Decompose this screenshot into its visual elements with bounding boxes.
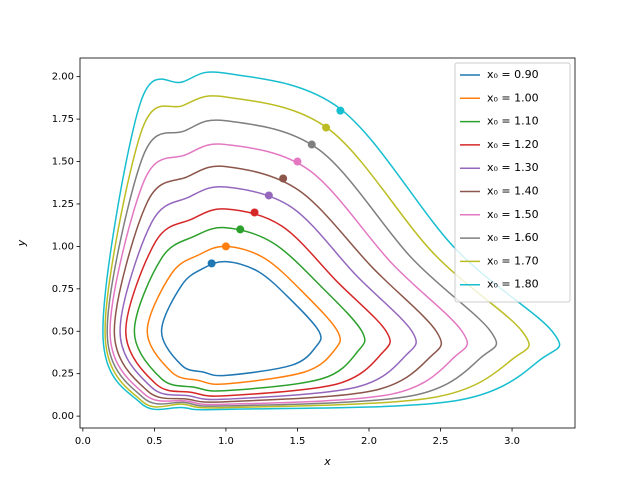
orbit-line <box>109 143 469 406</box>
x-tick-label: 1.0 <box>218 436 234 447</box>
legend-label: x₀ = 1.20 <box>487 138 539 151</box>
orbit-line <box>133 226 366 392</box>
start-point <box>293 157 302 166</box>
y-tick-label: 1.50 <box>52 157 74 168</box>
legend-label: x₀ = 1.80 <box>487 278 539 291</box>
legend-label: x₀ = 1.50 <box>487 208 539 221</box>
legend-label: x₀ = 1.30 <box>487 161 539 174</box>
orbit-line <box>104 95 530 409</box>
legend: x₀ = 0.90 x₀ = 1.00 x₀ = 1.10 x₀ = 1.20 x₀ =… <box>454 62 571 303</box>
orbit-line <box>160 260 322 377</box>
y-tick-label: 0.25 <box>52 369 74 380</box>
start-point <box>207 259 216 268</box>
y-tick-label: 1.75 <box>52 114 74 125</box>
legend-label: x₀ = 1.70 <box>487 254 539 267</box>
y-axis-label: y <box>15 239 28 247</box>
y-tick-label: 0.75 <box>52 284 74 295</box>
start-point <box>279 174 288 183</box>
start-point <box>236 225 245 234</box>
start-point <box>264 191 273 200</box>
start-point <box>322 123 331 132</box>
legend-label: x₀ = 1.60 <box>487 231 539 244</box>
plot-frame <box>79 57 576 429</box>
x-tick-label: 3.0 <box>504 436 520 447</box>
legend-label: x₀ = 1.40 <box>487 185 539 198</box>
orbit-line <box>102 71 561 411</box>
x-tick-label: 2.5 <box>433 436 449 447</box>
y-tick-label: 1.25 <box>52 199 74 210</box>
legend-label: x₀ = 1.00 <box>487 91 539 104</box>
orbit-line <box>119 185 417 401</box>
x-tick-label: 0.0 <box>75 436 91 447</box>
x-tick-label: 0.5 <box>146 436 162 447</box>
legend-box <box>454 62 571 303</box>
legend-label: x₀ = 1.10 <box>487 115 539 128</box>
y-tick-label: 1.00 <box>52 241 74 252</box>
orbit-line <box>146 245 342 385</box>
start-point <box>336 106 345 115</box>
start-point <box>250 208 259 217</box>
y-tick-label: 0.00 <box>52 411 74 422</box>
y-tick-label: 2.00 <box>52 72 74 83</box>
legend-label: x₀ = 0.90 <box>487 68 539 81</box>
orbit-line <box>125 208 391 397</box>
start-point <box>221 242 230 251</box>
start-point <box>307 140 316 149</box>
orbit-line <box>106 119 498 407</box>
orbit-line <box>113 165 443 403</box>
y-tick-label: 0.50 <box>52 326 74 337</box>
x-tick-label: 2.0 <box>361 436 377 447</box>
x-axis-label: x <box>323 455 331 468</box>
x-tick-label: 1.5 <box>290 436 306 447</box>
